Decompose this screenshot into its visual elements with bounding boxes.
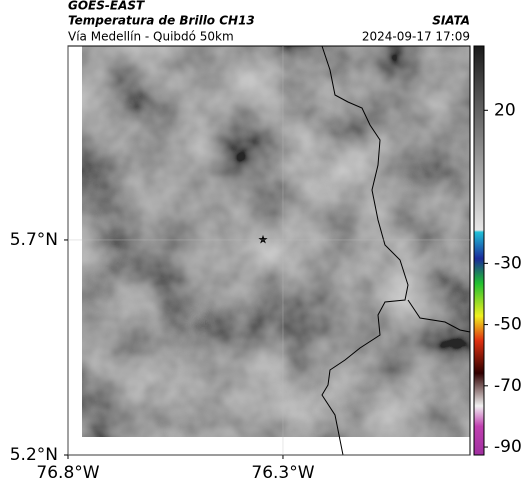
title: GOES-EAST: [68, 0, 145, 13]
x-tick-label: 76.8°W: [36, 463, 99, 483]
timestamp: 2024-09-17 17:09: [362, 30, 470, 44]
colorbar-tick-label: 20: [494, 100, 516, 120]
colorbar-tick-label: -70: [494, 376, 522, 396]
y-tick-label: 5.7°N: [10, 230, 58, 250]
colorbar: [473, 45, 485, 456]
satellite-image: [82, 46, 470, 437]
colorbar-tick-label: -50: [494, 315, 522, 335]
colorbar-tick-label: -30: [494, 253, 522, 273]
source: SIATA: [432, 14, 470, 28]
route: Vía Medellín - Quibdó 50km: [68, 30, 234, 44]
subtitle: Temperatura de Brillo CH13: [68, 14, 255, 28]
coastline: [321, 45, 471, 456]
colorbar-tick-label: -90: [494, 437, 522, 457]
location-marker: ★: [258, 233, 269, 247]
x-tick-label: 76.3°W: [251, 463, 314, 483]
y-tick-label: 5.2°N: [10, 445, 58, 465]
